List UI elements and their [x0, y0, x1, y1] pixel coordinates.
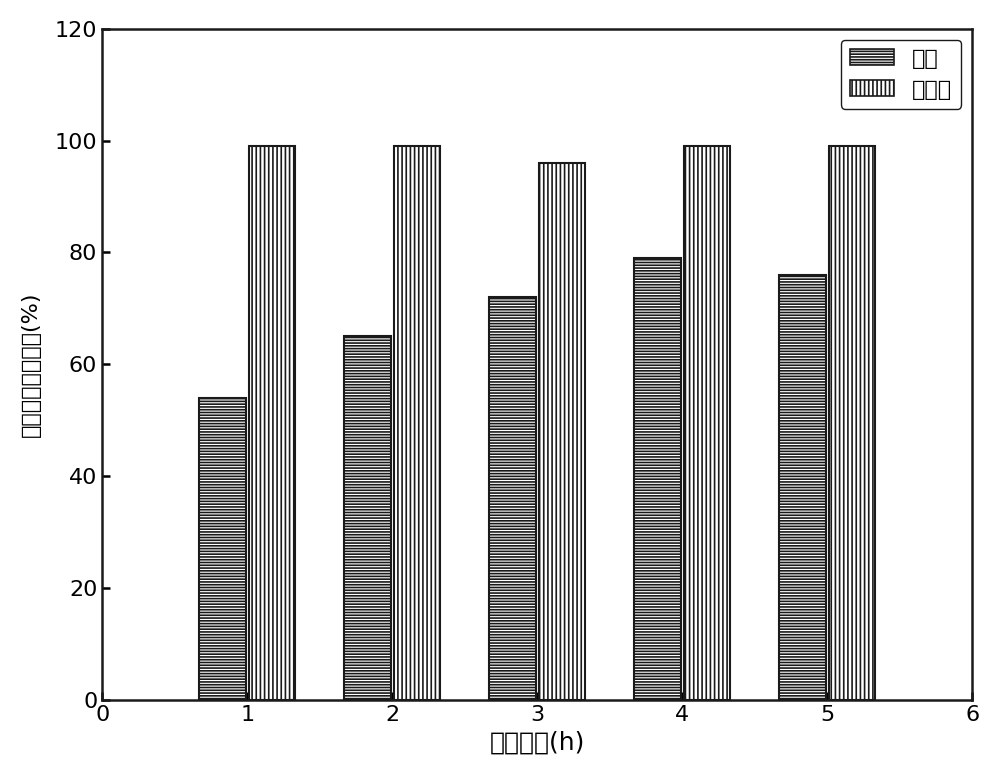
Bar [394, 146, 440, 700]
Bar [539, 163, 585, 700]
Bar [829, 146, 875, 700]
Bar [684, 146, 730, 700]
Legend: 产率, 选择性: 产率, 选择性 [841, 40, 961, 109]
Bar [344, 336, 391, 700]
Bar [634, 258, 681, 700]
Bar [249, 146, 295, 700]
Bar [199, 398, 246, 700]
Bar [779, 275, 826, 700]
Bar [489, 297, 536, 700]
X-axis label: 反应时间(h): 反应时间(h) [489, 730, 585, 754]
Y-axis label: 分离产率和选择性(%): 分离产率和选择性(%) [21, 291, 41, 437]
